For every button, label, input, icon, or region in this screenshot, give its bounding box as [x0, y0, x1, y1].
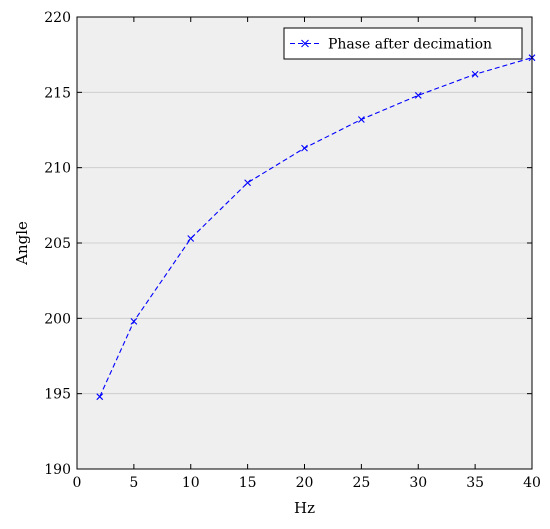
y-tick-label-205: 205 — [44, 236, 71, 252]
x-tick-label-35: 35 — [466, 475, 484, 491]
data-point-0-5 — [357, 116, 365, 123]
y-tick-labels: 190 195 200 205 210 215 220 — [44, 10, 71, 478]
y-tick-label-195: 195 — [44, 387, 71, 403]
grid-lines — [77, 91, 532, 395]
legend-series-marker — [301, 39, 309, 48]
x-tick-label-25: 25 — [352, 475, 370, 491]
data-point-0-1 — [130, 317, 138, 325]
x-axis-label: Hz — [294, 499, 315, 517]
data-point-0-7 — [471, 70, 479, 78]
data-point-0-4 — [301, 144, 308, 152]
legend: Phase after decimation — [283, 27, 523, 60]
x-tick-label-10: 10 — [182, 475, 200, 491]
x-tick-label-0: 0 — [73, 475, 82, 491]
y-axis-label: Angle — [13, 221, 31, 266]
x-tick-label-15: 15 — [239, 475, 257, 491]
y-tick-label-210: 210 — [44, 161, 71, 177]
legend-series-label: Phase after decimation — [328, 37, 492, 53]
y-tick-label-215: 215 — [44, 85, 71, 101]
series-layer — [96, 54, 536, 401]
legend-box — [283, 27, 523, 60]
data-point-0-0 — [96, 393, 104, 401]
data-point-0-2 — [187, 235, 195, 242]
data-point-0-6 — [414, 91, 422, 99]
x-tick-labels: 0 5 10 15 20 25 30 35 40 — [73, 475, 541, 491]
y-tick-label-200: 200 — [44, 311, 71, 327]
data-point-0-3 — [244, 179, 252, 187]
x-tick-label-5: 5 — [129, 475, 138, 491]
y-tick-label-220: 220 — [44, 10, 71, 26]
plot-frame — [76, 16, 533, 470]
y-tick-label-190: 190 — [44, 462, 71, 478]
x-tick-label-30: 30 — [409, 475, 427, 491]
x-tick-label-20: 20 — [296, 475, 314, 491]
x-tick-label-40: 40 — [523, 475, 541, 491]
